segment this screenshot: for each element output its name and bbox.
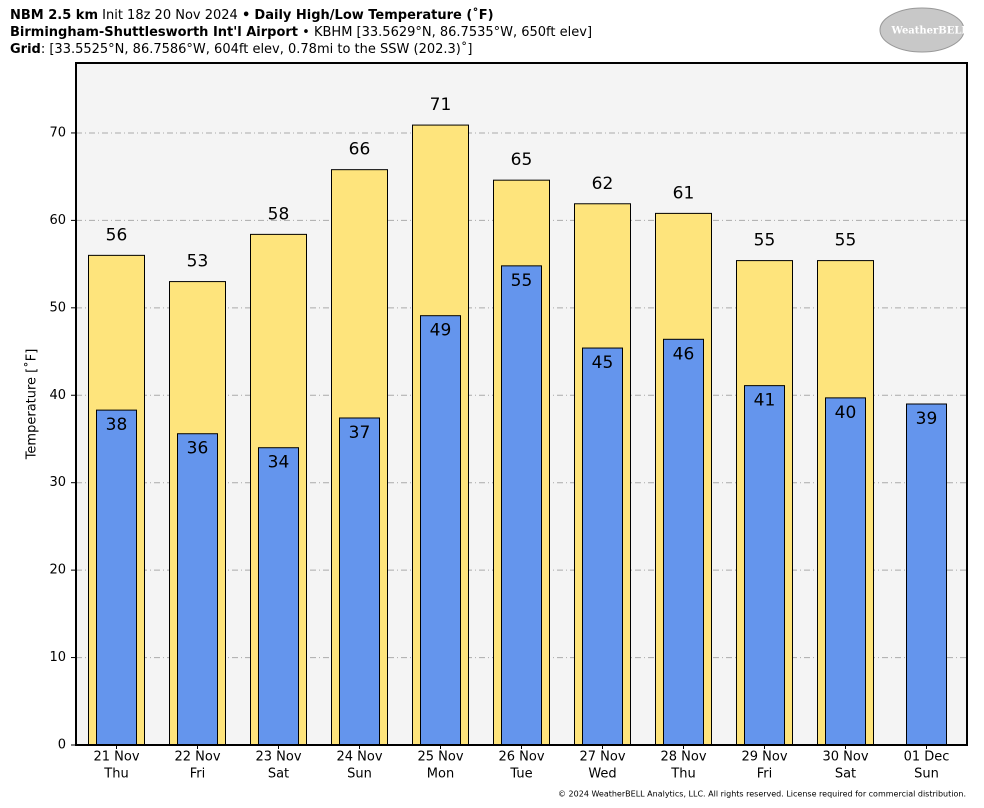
value-label: 37	[349, 423, 371, 443]
bar	[258, 447, 299, 746]
separator: •	[302, 25, 310, 40]
x-tick-label: 27 Nov	[579, 750, 625, 765]
station: Birmingham-Shuttlesworth Int'l Airport	[10, 25, 298, 40]
y-axis-label: Temperature [˚F]	[24, 349, 40, 461]
value-label: 38	[106, 415, 128, 435]
bar	[582, 347, 623, 746]
bar	[663, 338, 704, 746]
x-tick-label: 21 Nov	[93, 750, 139, 765]
logo-text: WeatherBELL	[891, 26, 969, 37]
grid-label: Grid	[10, 42, 41, 57]
footer: © 2024 WeatherBELL Analytics, LLC. All r…	[558, 790, 966, 799]
x-tick-label: 26 Nov	[498, 750, 544, 765]
value-label: 62	[592, 174, 614, 194]
value-label: 41	[754, 391, 776, 411]
bar	[501, 265, 542, 746]
x-tick-label: 22 Nov	[174, 750, 220, 765]
value-label: 55	[835, 231, 857, 251]
y-tick-label: 60	[49, 213, 66, 228]
y-tick-label: 70	[49, 125, 66, 140]
value-label: 45	[592, 353, 614, 373]
x-tick-weekday: Tue	[509, 767, 532, 782]
x-tick-weekday: Sun	[347, 767, 372, 782]
value-label: 46	[673, 344, 695, 364]
y-tick-label: 50	[49, 300, 66, 315]
logo-shape	[879, 7, 965, 53]
init: Init 18z 20 Nov 2024	[102, 8, 238, 23]
model: NBM 2.5 km	[10, 8, 98, 23]
y-tick-label: 0	[58, 738, 66, 753]
logo: WeatherBELL	[879, 7, 969, 53]
x-tick-weekday: Thu	[670, 767, 695, 782]
value-label: 58	[268, 204, 290, 224]
value-label: 56	[106, 225, 128, 245]
x-tick-label: 30 Nov	[822, 750, 868, 765]
x-tick-label: 29 Nov	[741, 750, 787, 765]
x-tick-label: 23 Nov	[255, 750, 301, 765]
y-tick-label: 10	[49, 650, 66, 665]
y-tick-label: 30	[49, 475, 66, 490]
x-tick-label: 01 Dec	[904, 750, 950, 765]
bar	[906, 403, 947, 746]
value-label: 55	[511, 271, 533, 291]
value-label: 66	[349, 140, 371, 160]
bar	[177, 433, 218, 746]
x-tick-weekday: Wed	[588, 767, 616, 782]
value-label: 61	[673, 183, 695, 203]
value-label: 39	[916, 409, 938, 429]
x-tick-weekday: Sat	[835, 767, 856, 782]
x-tick-label: 28 Nov	[660, 750, 706, 765]
value-label: 53	[187, 252, 209, 272]
header-line-1: NBM 2.5 km Init 18z 20 Nov 2024 • Daily …	[10, 7, 494, 23]
header-line-2: Birmingham-Shuttlesworth Int'l Airport •…	[10, 25, 592, 40]
x-tick-weekday: Fri	[190, 767, 206, 782]
bar	[339, 417, 380, 746]
x-tick-weekday: Mon	[427, 767, 454, 782]
value-label: 71	[430, 95, 452, 115]
x-tick-weekday: Fri	[757, 767, 773, 782]
y-tick-label: 40	[49, 388, 66, 403]
x-tick-label: 25 Nov	[417, 750, 463, 765]
x-tick-weekday: Thu	[103, 767, 128, 782]
x-tick-weekday: Sun	[914, 767, 939, 782]
value-label: 40	[835, 403, 857, 423]
value-label: 49	[430, 321, 452, 341]
value-label: 55	[754, 231, 776, 251]
header-line-3: Grid: [33.5525°N, 86.7586°W, 604ft elev,…	[10, 41, 472, 57]
plot-frame	[75, 62, 968, 746]
grid-info: : [33.5525°N, 86.7586°W, 604ft elev, 0.7…	[41, 41, 473, 57]
station-info: KBHM [33.5629°N, 86.7535°W, 650ft elev]	[314, 25, 592, 40]
bar	[420, 315, 461, 746]
x-tick-weekday: Sat	[268, 767, 289, 782]
x-tick-label: 24 Nov	[336, 750, 382, 765]
y-tick-label: 20	[49, 563, 66, 578]
product: Daily High/Low Temperature (˚F)	[254, 7, 493, 23]
separator: •	[242, 8, 250, 23]
value-label: 34	[268, 453, 290, 473]
bar	[96, 409, 137, 746]
bar	[744, 385, 785, 746]
value-label: 65	[511, 150, 533, 170]
bar	[825, 397, 866, 746]
value-label: 36	[187, 439, 209, 459]
